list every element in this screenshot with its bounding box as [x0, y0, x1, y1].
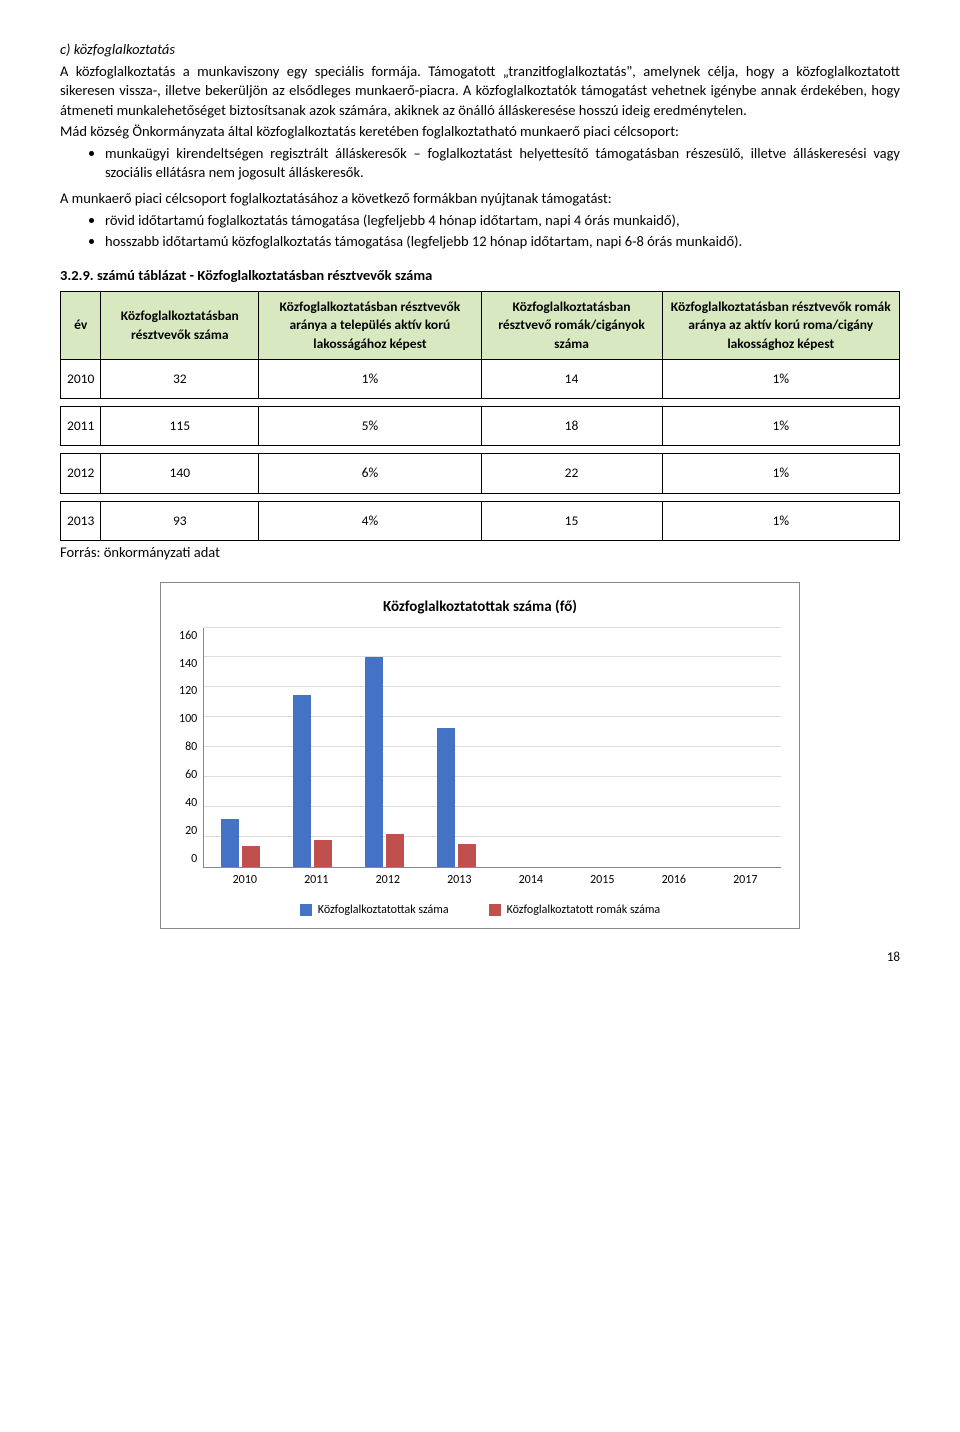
table-header: év	[61, 292, 101, 360]
table-cell: 1%	[662, 359, 900, 398]
bar	[221, 819, 239, 867]
xtick-label: 2012	[352, 868, 424, 888]
table-header: Közfoglalkoztatásban résztvevők száma	[101, 292, 259, 360]
bar-group	[493, 628, 565, 867]
ytick-label: 160	[179, 628, 197, 644]
table-cell: 2012	[61, 454, 101, 493]
xtick-label: 2010	[209, 868, 281, 888]
paragraph-1: A közfoglalkoztatás a munkaviszony egy s…	[60, 62, 900, 121]
ytick-label: 120	[179, 683, 197, 699]
table-cell: 2011	[61, 407, 101, 446]
table-source: Forrás: önkormányzati adat	[60, 543, 900, 563]
table-cell: 32	[101, 359, 259, 398]
bar-group	[637, 628, 709, 867]
bar-group	[204, 628, 276, 867]
table-cell: 15	[481, 501, 662, 540]
legend-item: Közfoglalkoztatottak száma	[300, 902, 449, 918]
table-title: 3.2.9. számú táblázat - Közfoglalkoztatá…	[60, 266, 900, 286]
bar-group	[565, 628, 637, 867]
page-number: 18	[60, 949, 900, 967]
chart-x-axis: 20102011201220132014201520162017	[209, 868, 781, 888]
xtick-label: 2017	[710, 868, 782, 888]
table-cell: 1%	[662, 407, 900, 446]
bar	[293, 695, 311, 867]
bar-group	[348, 628, 420, 867]
table-cell: 2013	[61, 501, 101, 540]
bar	[458, 844, 476, 866]
bar-group	[276, 628, 348, 867]
ytick-label: 140	[179, 656, 197, 672]
table-row: 2013934%151%	[61, 501, 900, 540]
ytick-label: 80	[185, 739, 197, 755]
employment-table: évKözfoglalkoztatásban résztvevők számaK…	[60, 291, 900, 541]
xtick-label: 2014	[495, 868, 567, 888]
bar-chart: Közfoglalkoztatottak száma (fő) 160 140 12…	[160, 582, 800, 929]
table-header: Közfoglalkoztatásban résztvevő romák/cig…	[481, 292, 662, 360]
ytick-label: 60	[185, 767, 197, 783]
table-cell: 1%	[662, 501, 900, 540]
bar	[242, 846, 260, 867]
table-cell: 22	[481, 454, 662, 493]
table-cell: 93	[101, 501, 259, 540]
ytick-label: 100	[179, 711, 197, 727]
legend-swatch	[489, 904, 501, 916]
bar	[386, 834, 404, 867]
list-item: rövid időtartamú foglalkoztatás támogatá…	[105, 211, 900, 231]
table-cell: 2010	[61, 359, 101, 398]
ytick-label: 0	[191, 851, 197, 867]
section-heading: c) közfoglalkoztatás	[60, 40, 900, 60]
table-cell: 1%	[259, 359, 481, 398]
table-row: 20111155%181%	[61, 407, 900, 446]
table-cell: 6%	[259, 454, 481, 493]
legend-swatch	[300, 904, 312, 916]
chart-y-axis: 160 140 120 100 80 60 40 20 0	[179, 628, 203, 868]
ytick-label: 20	[185, 823, 197, 839]
table-cell: 5%	[259, 407, 481, 446]
xtick-label: 2013	[424, 868, 496, 888]
chart-title: Közfoglalkoztatottak száma (fő)	[179, 597, 781, 617]
paragraph-3: A munkaerő piaci célcsoport foglalkoztat…	[60, 189, 900, 209]
xtick-label: 2015	[567, 868, 639, 888]
table-row: 2010321%141%	[61, 359, 900, 398]
paragraph-2: Mád község Önkormányzata által közfoglal…	[60, 122, 900, 142]
xtick-label: 2016	[638, 868, 710, 888]
chart-plot	[203, 628, 781, 868]
chart-legend: Közfoglalkoztatottak száma Közfoglalkozta…	[179, 902, 781, 918]
list-item: hosszabb időtartamú közfoglalkoztatás tá…	[105, 232, 900, 252]
legend-item: Közfoglalkoztatott romák száma	[489, 902, 661, 918]
bar	[314, 840, 332, 867]
table-row: 20121406%221%	[61, 454, 900, 493]
list-item: munkaügyi kirendeltségen regisztrált áll…	[105, 144, 900, 183]
bar-group	[421, 628, 493, 867]
legend-label: Közfoglalkoztatottak száma	[318, 902, 449, 918]
table-cell: 140	[101, 454, 259, 493]
xtick-label: 2011	[281, 868, 353, 888]
bar	[365, 657, 383, 866]
bar-group	[709, 628, 781, 867]
table-header: Közfoglalkoztatásban résztvevők aránya a…	[259, 292, 481, 360]
table-cell: 1%	[662, 454, 900, 493]
bar	[437, 728, 455, 867]
table-cell: 115	[101, 407, 259, 446]
legend-label: Közfoglalkoztatott romák száma	[507, 902, 661, 918]
ytick-label: 40	[185, 795, 197, 811]
table-cell: 4%	[259, 501, 481, 540]
table-cell: 18	[481, 407, 662, 446]
table-cell: 14	[481, 359, 662, 398]
table-header: Közfoglalkoztatásban résztvevők romák ar…	[662, 292, 900, 360]
